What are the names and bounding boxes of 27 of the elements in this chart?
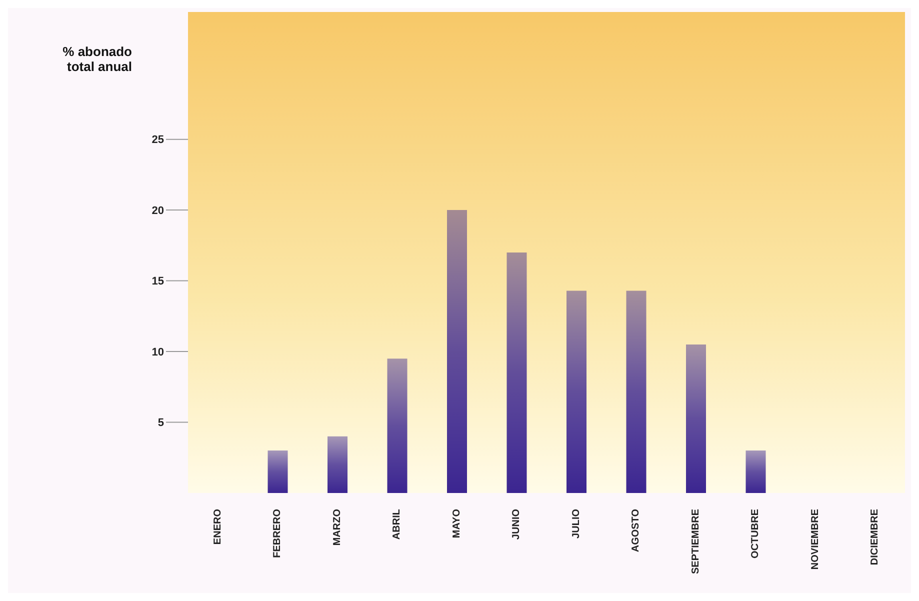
bar — [626, 290, 646, 493]
bar — [387, 358, 408, 493]
x-tick-label: NOVIEMBRE — [810, 508, 821, 570]
bar — [447, 210, 467, 493]
bar — [328, 436, 348, 493]
x-tick-label: ENERO — [212, 508, 224, 545]
bar — [746, 450, 766, 493]
y-tick-label: 25 — [152, 134, 164, 146]
x-tick-label: SEPTIEMBRE — [690, 508, 702, 574]
x-tick-label: JUNIO — [511, 508, 522, 540]
y-tick-label: 20 — [152, 204, 164, 217]
x-tick-label: OCTUBRE — [750, 508, 762, 558]
x-tick-label: FEBRERO — [272, 508, 284, 558]
bar — [566, 290, 586, 493]
y-tick-label: 10 — [152, 346, 164, 358]
x-tick-label: DICIEMBRE — [870, 508, 881, 566]
bar — [506, 252, 527, 493]
x-tick-label: JULIO — [570, 508, 582, 538]
y-tick-label: 15 — [152, 276, 164, 288]
y-axis-title: % abonado total anual — [62, 44, 132, 74]
y-tick-label: 5 — [158, 417, 164, 430]
x-tick-label: MAYO — [451, 508, 462, 538]
x-tick-label: ABRIL — [392, 509, 403, 540]
x-tick-label: AGOSTO — [630, 508, 642, 552]
bar — [686, 344, 706, 493]
bar — [268, 450, 288, 493]
x-tick-label: MARZO — [332, 508, 343, 546]
